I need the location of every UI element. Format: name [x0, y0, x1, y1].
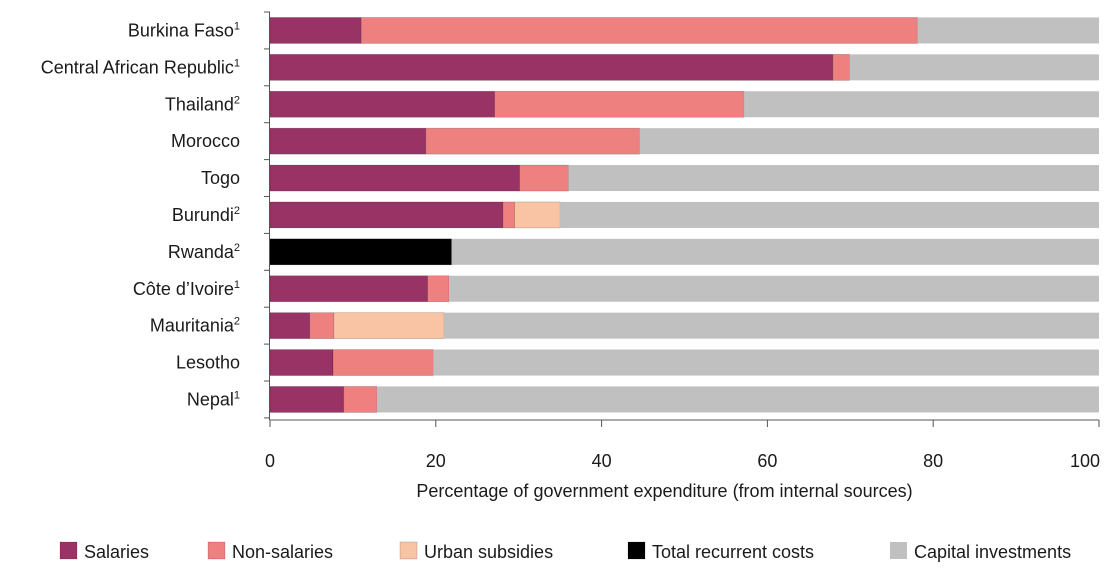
bar-segment	[494, 90, 745, 118]
x-tick-label: 80	[923, 451, 943, 471]
legend-group: Salaries Non-salaries Urban subsidies Total…	[59, 541, 1071, 562]
legend-item: Salaries	[59, 541, 149, 562]
bar-segment	[832, 54, 850, 81]
category-label: Central African Republic1	[41, 57, 240, 77]
x-tick-label: 40	[592, 451, 612, 471]
bar-segment	[269, 127, 427, 155]
bar-segment	[333, 312, 445, 339]
bar-segment	[451, 238, 1099, 265]
legend-swatch	[890, 542, 907, 559]
category-label-name: Mauritania	[150, 316, 235, 336]
bar-segment	[269, 312, 311, 339]
category-label-name: Central African Republic	[41, 57, 234, 77]
category-label: Lesotho	[176, 353, 240, 373]
x-tick-label: 20	[426, 451, 446, 471]
legend-item: Total recurrent costs	[627, 541, 814, 562]
bar-segment	[269, 386, 345, 413]
category-label: Burundi2	[172, 205, 240, 225]
legend-label: Total recurrent costs	[652, 542, 814, 562]
bars-group	[269, 17, 1100, 413]
category-label-name: Burkina Faso	[128, 20, 234, 40]
legend-swatch	[399, 541, 418, 560]
bar-segment	[560, 201, 1099, 228]
bar-segment	[269, 17, 362, 44]
bar-segment	[425, 127, 641, 155]
category-label-name: Thailand	[165, 94, 234, 114]
category-label: Thailand2	[165, 94, 240, 114]
category-label: Morocco	[171, 131, 240, 151]
category-label: Nepal1	[187, 389, 240, 409]
category-label: Togo	[201, 168, 240, 188]
bar-segment	[639, 128, 1099, 155]
legend-label: Salaries	[84, 542, 149, 562]
category-label-footnote: 1	[234, 20, 240, 32]
category-label: Mauritania2	[150, 316, 240, 336]
x-axis-group: 0 20 40 60 80 100 Percentage of government exp…	[264, 11, 1100, 501]
legend-swatch	[627, 541, 646, 560]
legend-item: Capital investments	[890, 542, 1071, 562]
bar-segment	[917, 17, 1099, 44]
bar-segment	[269, 54, 834, 81]
category-label: Rwanda2	[168, 242, 240, 262]
bar-segment	[744, 91, 1099, 118]
bar-segment	[444, 312, 1100, 339]
category-label-name: Burundi	[172, 205, 234, 225]
category-label-footnote: 2	[234, 205, 240, 217]
legend-label: Capital investments	[914, 542, 1071, 562]
category-label-footnote: 1	[234, 389, 240, 401]
bar-segment	[269, 164, 520, 192]
category-label-name: Côte d’Ivoire	[133, 279, 234, 299]
bar-segment	[269, 201, 504, 229]
category-label-footnote: 1	[234, 57, 240, 69]
category-label-name: Morocco	[171, 131, 240, 151]
x-tick-label: 100	[1070, 451, 1100, 471]
bar-segment	[360, 17, 918, 44]
bar-segment	[449, 275, 1099, 302]
category-label: Burkina Faso1	[128, 20, 240, 40]
category-label-footnote: 2	[234, 242, 240, 254]
bar-segment	[519, 164, 569, 192]
bar-segment	[269, 349, 334, 376]
bar-segment	[514, 201, 561, 229]
category-label: Côte d’Ivoire1	[133, 279, 240, 299]
category-label-footnote: 1	[234, 279, 240, 291]
bar-segment	[427, 275, 450, 303]
category-label-name: Togo	[201, 168, 240, 188]
bar-segment	[332, 349, 434, 376]
category-label-footnote: 2	[234, 316, 240, 328]
bar-segment	[433, 349, 1099, 376]
category-label-name: Rwanda	[168, 242, 235, 262]
legend-item: Urban subsidies	[399, 541, 553, 562]
legend-swatch	[207, 541, 226, 560]
x-axis-title: Percentage of government expenditure (fr…	[416, 481, 912, 501]
bar-segment	[376, 386, 1099, 413]
bar-segment	[568, 165, 1099, 192]
bar-segment	[502, 201, 515, 229]
legend-swatch	[59, 541, 78, 560]
bar-segment	[269, 275, 428, 303]
category-label-name: Nepal	[187, 389, 234, 409]
legend-label: Non-salaries	[232, 542, 333, 562]
bar-segment	[309, 312, 335, 339]
category-label-footnote: 2	[234, 94, 240, 106]
bar-segment	[269, 90, 495, 118]
x-tick-label: 60	[757, 451, 777, 471]
bar-segment	[343, 386, 378, 413]
bar-segment	[849, 54, 1099, 81]
category-label-name: Lesotho	[176, 353, 240, 373]
legend-item: Non-salaries	[207, 541, 333, 562]
bar-segment	[269, 238, 452, 266]
legend-label: Urban subsidies	[424, 542, 553, 562]
x-tick-label: 0	[265, 451, 275, 471]
